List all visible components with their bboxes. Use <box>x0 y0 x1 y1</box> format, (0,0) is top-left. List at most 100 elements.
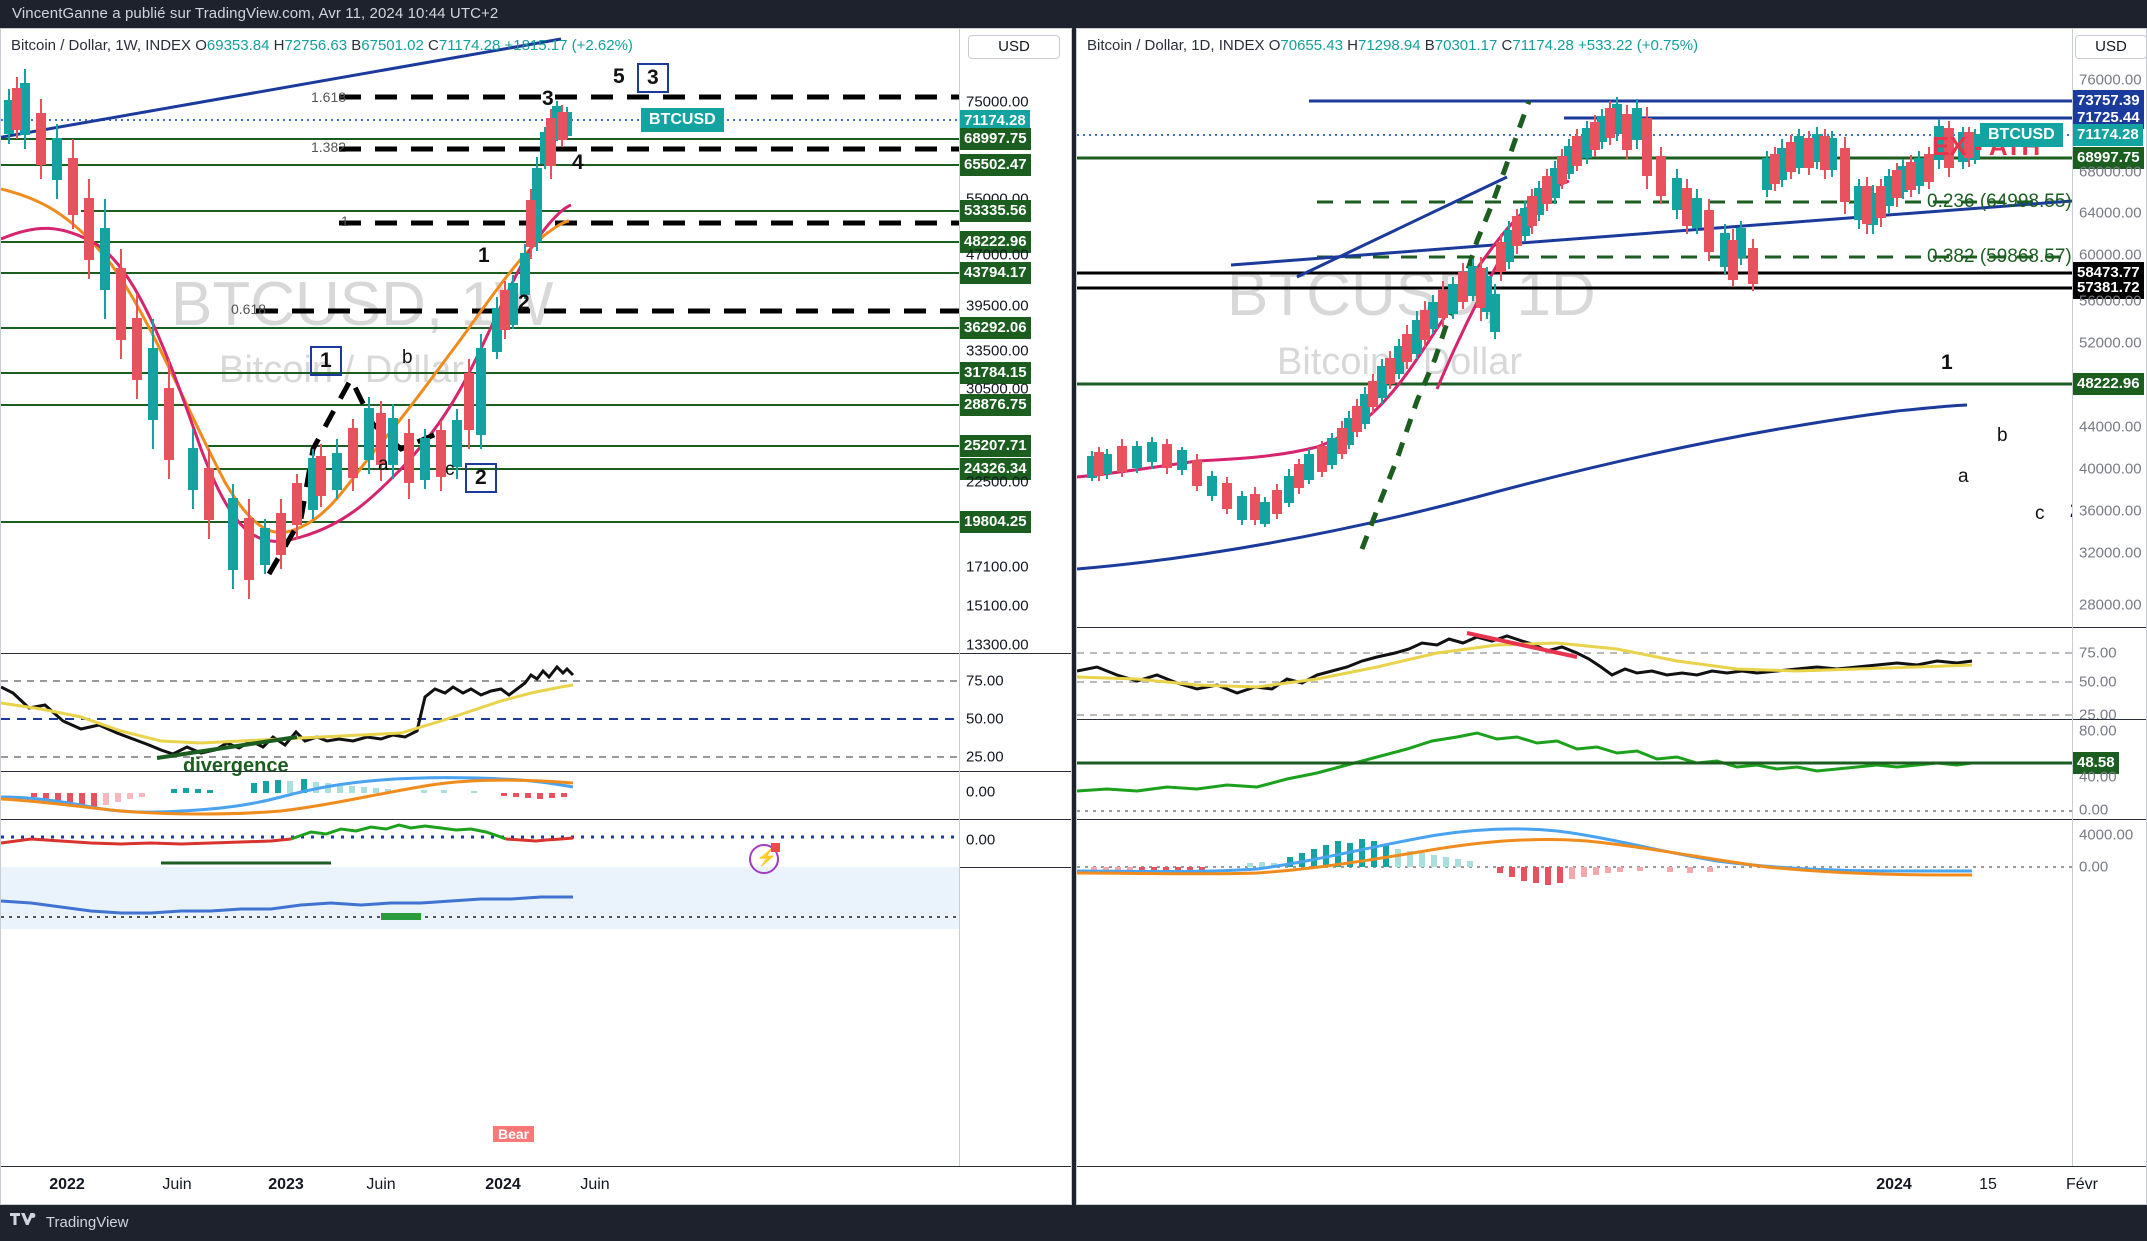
axis-tick: 40.00 <box>2079 768 2117 786</box>
axis-tick: 0.00 <box>966 783 996 801</box>
chart-pane-weekly[interactable]: BTCUSD, 1W Bitcoin / Dollar Bitcoin / Do… <box>0 28 1072 1205</box>
legend-close-left: 71174.28 <box>438 37 501 54</box>
axis-tick: 56000.00 <box>2079 292 2142 310</box>
axis-price-pill: 48222.96 <box>960 231 1031 253</box>
axis-price-pill: 68997.75 <box>2073 147 2144 169</box>
axis-tick: 39500.00 <box>966 297 1029 315</box>
footer-bar: TradingView <box>0 1205 2147 1241</box>
legend-low-right: 70301.17 <box>1434 37 1498 54</box>
wave-label-5-left: 5 <box>613 65 625 88</box>
axis-price-pill: 71725.44 <box>2073 107 2144 129</box>
axis-tick: 15100.00 <box>966 597 1029 615</box>
wave-label-a2-right: a <box>1958 466 1969 487</box>
price-axis-right[interactable]: USD 76000.00 73757.39 71725.44 71174.28 … <box>2072 29 2146 1204</box>
legend-high-left: 72756.63 <box>284 37 348 54</box>
wave-label-b2-right: b <box>1997 425 2008 446</box>
rsi-subpane-left <box>1 664 959 760</box>
right-chart-overlays <box>1077 97 2072 571</box>
time-tick: 2022 <box>49 1176 85 1193</box>
legend-high-right: 71298.94 <box>1358 37 1421 54</box>
wave-label-c-left: c <box>445 459 455 480</box>
axis-price-pill: 19804.25 <box>960 511 1031 533</box>
price-axis-left[interactable]: USD 75000.00 71174.28 68997.75 65502.47 … <box>959 29 1071 1204</box>
watermark-symbol-right: BTCUSD, 1D <box>1227 260 1596 329</box>
axis-price-pill: 28876.75 <box>960 394 1031 416</box>
watermark-symbol-left: BTCUSD, 1W <box>171 270 554 339</box>
price-tag-right: BTCUSD <box>1980 123 2063 147</box>
macd-subpane-right <box>1077 827 2072 885</box>
axis-price-pill: 65502.47 <box>960 154 1031 176</box>
axis-price-pill: 43794.17 <box>960 262 1031 284</box>
axis-sep <box>2073 819 2146 820</box>
axis-price-pill: 48.58 <box>2073 752 2119 774</box>
subpane-sep-1-left <box>1 653 959 654</box>
price-tag-left: BTCUSD <box>641 108 724 132</box>
axis-sep <box>2073 627 2146 628</box>
axis-tick: 4000.00 <box>2079 826 2134 844</box>
axis-tick: 60000.00 <box>2079 246 2142 264</box>
time-tick: 2024 <box>1876 1176 1912 1193</box>
axis-price-pill: 25207.71 <box>960 435 1031 457</box>
subpane-sep-1-right <box>1077 627 2072 628</box>
axis-tick: 75000.00 <box>966 93 1029 111</box>
rsi-subpane-right <box>1077 631 2072 716</box>
fib-label-0618-left: 0.618 <box>231 301 267 317</box>
axis-price-pill-current-right: 71174.28 <box>2073 124 2143 146</box>
axis-tick: 52000.00 <box>2079 334 2142 352</box>
bear-tag-left: Bear <box>493 1126 535 1142</box>
subpane-sep-3-left <box>1 819 959 820</box>
time-tick: Juin <box>366 1176 396 1193</box>
time-tick: 2024 <box>485 1176 521 1193</box>
green-oscillator-subpane-right <box>1077 731 2072 812</box>
axis-tick: 64000.00 <box>2079 204 2142 222</box>
wave-label-c2-right: c <box>2035 503 2045 524</box>
alert-lightning-icon[interactable] <box>749 843 780 874</box>
axis-price-pill: 48222.96 <box>2073 373 2144 395</box>
left-chart-overlays <box>1 37 959 599</box>
axis-tick: 32000.00 <box>2079 544 2142 562</box>
legend-close-label-left: C <box>428 37 439 54</box>
legend-open-left: 69353.84 <box>206 37 270 54</box>
wave-label-2-left: 2 <box>518 291 530 314</box>
axis-tick: 75.00 <box>966 672 1004 690</box>
legend-left: Bitcoin / Dollar, 1W, INDEX O69353.84 H7… <box>11 37 633 54</box>
legend-high-label-right: H <box>1347 37 1358 54</box>
time-axis-left[interactable]: 2022 Juin 2023 Juin 2024 Juin <box>1 1166 1071 1204</box>
currency-label-right: USD <box>2075 35 2146 59</box>
chart-pane-daily[interactable]: BTCUSD, 1D Bitcoin / Dollar Bitcoin / Do… <box>1076 28 2147 1205</box>
tradingview-logo-icon <box>10 1205 36 1241</box>
macd-subpane-left <box>1 776 574 816</box>
wave-label-4-left: 4 <box>572 151 584 174</box>
legend-open-label-left: O <box>195 37 207 54</box>
boxed-wave-1-left: 1 <box>310 346 342 376</box>
axis-price-pill: 31784.15 <box>960 362 1031 384</box>
axis-sep <box>960 867 1071 868</box>
time-tick: Juin <box>580 1176 610 1193</box>
axis-tick: 44000.00 <box>2079 418 2142 436</box>
subpane-sep-2-left <box>1 771 959 772</box>
wave-label-1-right: 1 <box>1941 351 1953 374</box>
legend-symbol-left: Bitcoin / Dollar, 1W, INDEX <box>11 37 192 54</box>
fib-label-1-left: 1 <box>341 213 349 229</box>
axis-tick: 36000.00 <box>2079 502 2142 520</box>
axis-tick: 50.00 <box>2079 673 2117 691</box>
axis-tick: 13300.00 <box>966 636 1029 654</box>
fib-label-0236-right: 0.236 (64998.55) <box>1927 191 2072 212</box>
axis-price-pill: 57381.72 <box>2073 277 2144 299</box>
axis-tick: 25.00 <box>2079 706 2117 724</box>
axis-tick: 80.00 <box>2079 722 2117 740</box>
axis-tick: 30500.00 <box>966 380 1029 398</box>
time-axis-right[interactable]: 2024 15 Févr 14 Mars 18 Avr 15 <box>1077 1166 2146 1204</box>
fib-label-1382-left: 1.382 <box>311 139 347 155</box>
legend-open-right: 70655.43 <box>1280 37 1343 54</box>
axis-sep <box>960 653 1071 654</box>
subpane-sep-2-right <box>1077 719 2072 720</box>
momentum-subpane-left <box>1 823 959 865</box>
legend-low-label-left: B <box>351 37 362 54</box>
axis-price-pill: 24326.34 <box>960 458 1031 480</box>
axis-tick: 0.00 <box>2079 858 2109 876</box>
boxed-wave-3-left: 3 <box>637 63 669 93</box>
subpane-sep-3-right <box>1077 819 2072 820</box>
legend-right: Bitcoin / Dollar, 1D, INDEX O70655.43 H7… <box>1087 37 1698 54</box>
watermark-name-right: Bitcoin / Dollar <box>1277 341 1522 383</box>
